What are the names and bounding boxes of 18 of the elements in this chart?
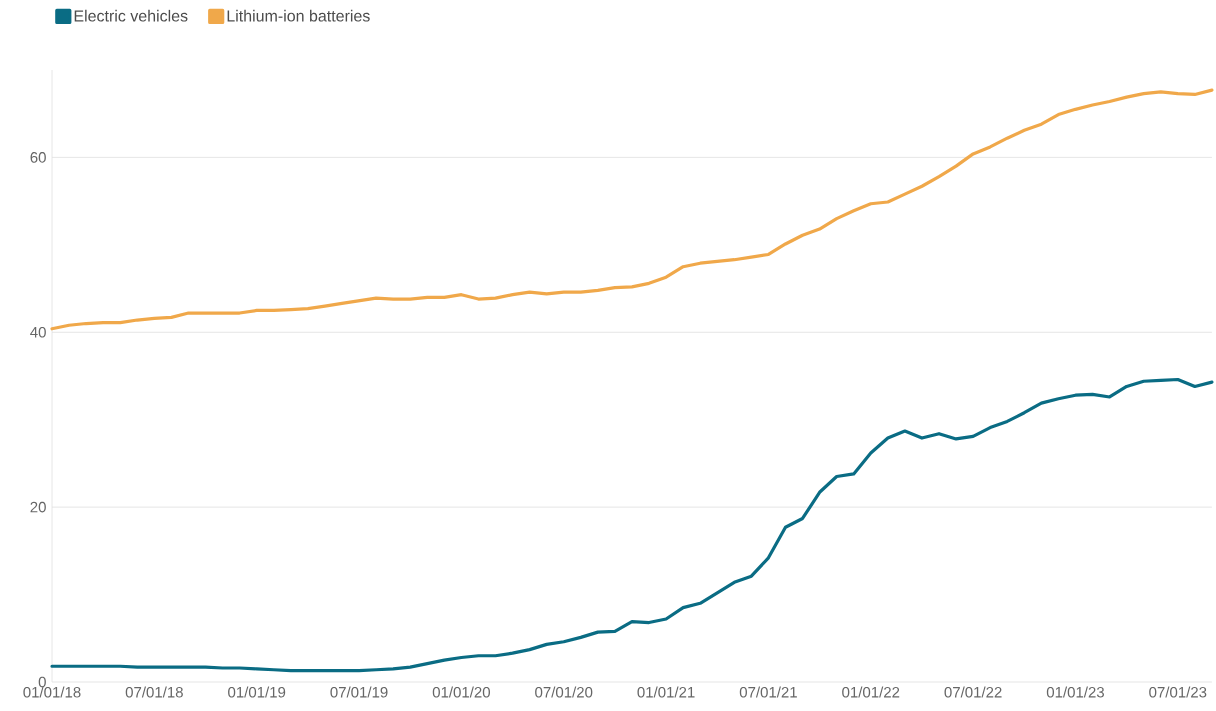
x-tick-label: 01/01/18 xyxy=(23,686,81,698)
x-tick-label: 01/01/19 xyxy=(228,686,286,698)
y-tick-label: 20 xyxy=(30,501,46,513)
x-tick-label: 07/01/19 xyxy=(330,686,388,698)
x-tick-label: 07/01/18 xyxy=(125,686,183,698)
x-tick-label: 07/01/23 xyxy=(1149,686,1207,698)
x-tick-label: 07/01/21 xyxy=(739,686,797,698)
x-tick-label: 07/01/22 xyxy=(944,686,1002,698)
legend-label: Electric vehicles xyxy=(74,9,188,22)
x-tick-label: 01/01/22 xyxy=(842,686,900,698)
y-tick-label: 0 xyxy=(38,676,46,688)
legend-label: Lithium-ion batteries xyxy=(227,9,370,22)
x-tick-label: 07/01/20 xyxy=(535,686,593,698)
x-tick-label: 01/01/23 xyxy=(1046,686,1104,698)
x-tick-label: 01/01/21 xyxy=(637,686,695,698)
y-tick-label: 60 xyxy=(30,152,46,163)
y-tick-label: 40 xyxy=(30,326,46,338)
x-tick-label: 01/01/20 xyxy=(432,686,490,698)
